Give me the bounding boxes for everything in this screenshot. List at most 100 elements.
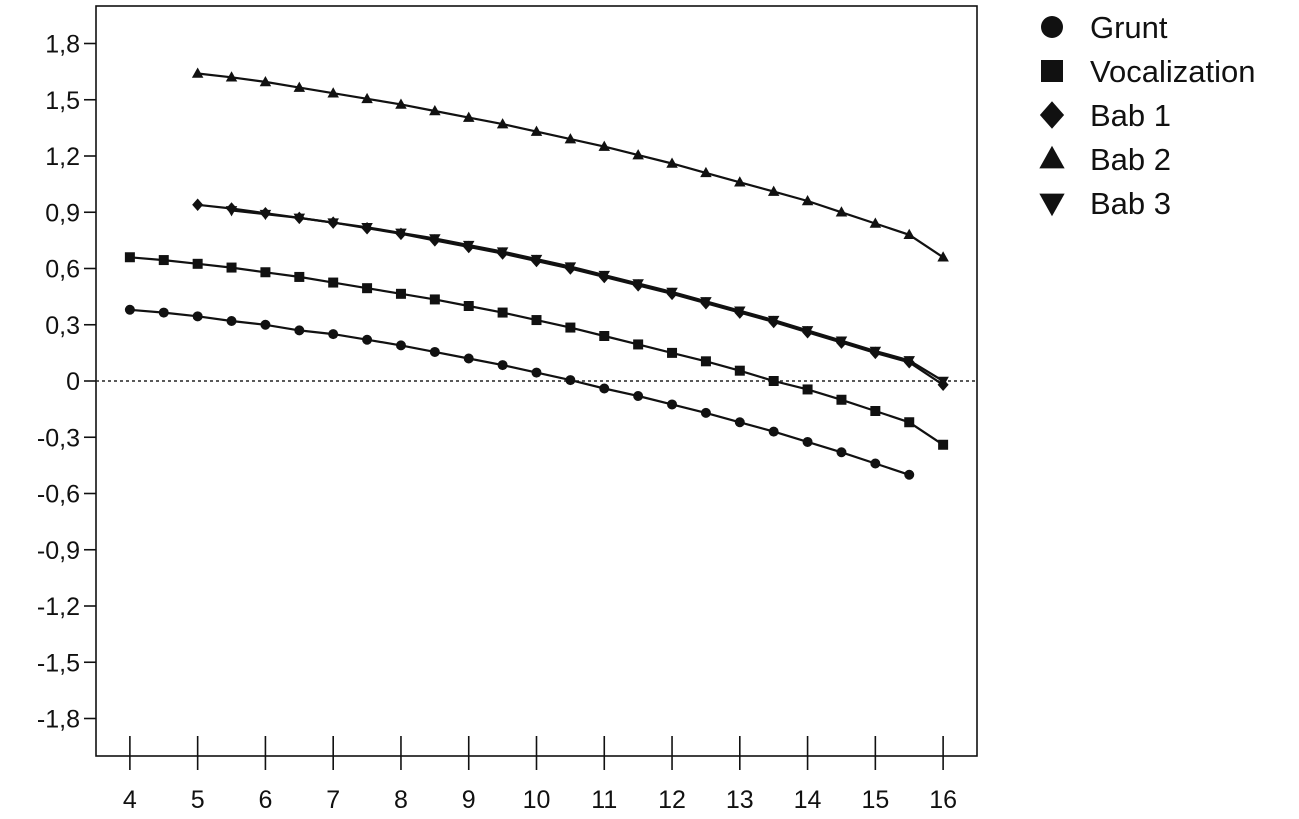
- data-point-vocalization: [395, 288, 406, 299]
- y-tick-label: 1,2: [45, 143, 80, 171]
- data-point-grunt: [768, 426, 779, 437]
- data-point-grunt: [294, 325, 305, 336]
- data-point-grunt: [870, 458, 881, 469]
- data-point-bab-3: [903, 356, 915, 367]
- data-point-bab-2: [835, 206, 848, 217]
- data-point-bab-2: [429, 105, 441, 116]
- data-point-bab-2: [564, 133, 577, 144]
- data-point-bab-2: [191, 67, 204, 78]
- data-point-grunt: [565, 375, 576, 386]
- data-point-bab-2: [700, 166, 712, 178]
- legend-label-bab-2: Bab 2: [1090, 142, 1171, 177]
- data-point-bab-2: [530, 125, 543, 136]
- data-point-vocalization: [565, 322, 576, 333]
- data-point-grunt: [158, 307, 169, 318]
- y-tick-label: 1,5: [45, 87, 80, 115]
- data-point-bab-2: [327, 87, 339, 98]
- data-point-bab-3: [801, 326, 814, 337]
- x-tick-label: 11: [591, 786, 617, 814]
- legend-marker-bab-3: [1039, 193, 1065, 217]
- data-point-bab-2: [903, 228, 915, 239]
- legend-label-bab-1: Bab 1: [1090, 98, 1171, 133]
- data-point-bab-3: [327, 218, 339, 229]
- data-point-bab-3: [259, 209, 272, 221]
- x-tick-label: 7: [326, 786, 340, 814]
- data-point-grunt: [599, 383, 610, 394]
- series-bab-1: [192, 198, 949, 391]
- data-point-bab-2: [462, 111, 475, 122]
- y-tick-label: 0,3: [45, 312, 80, 340]
- data-point-bab-2: [666, 157, 678, 168]
- data-point-bab-1: [192, 198, 204, 211]
- x-tick-label: 10: [523, 786, 551, 814]
- legend-item-grunt: Grunt: [1041, 10, 1168, 45]
- data-point-vocalization: [328, 277, 339, 288]
- data-point-bab-2: [395, 98, 407, 109]
- legend-label-grunt: Grunt: [1090, 10, 1168, 45]
- data-point-vocalization: [226, 262, 237, 273]
- data-point-bab-2: [259, 75, 272, 87]
- data-point-grunt: [734, 417, 745, 428]
- data-point-bab-2: [767, 185, 780, 196]
- legend: Grunt Vocalization Bab 1 Bab 2 Bab 3: [1039, 10, 1255, 221]
- y-tick-label: 0: [66, 368, 80, 396]
- y-tick-label: 0,9: [45, 199, 80, 227]
- x-tick-label: 16: [929, 786, 957, 814]
- x-tick-label: 13: [726, 786, 754, 814]
- data-point-grunt: [667, 399, 678, 410]
- data-point-grunt: [904, 469, 915, 480]
- y-tick-label: -1,8: [37, 706, 80, 734]
- x-tick-label: 15: [861, 786, 889, 814]
- data-point-bab-2: [734, 176, 746, 187]
- data-point-bab-3: [395, 228, 407, 239]
- data-point-grunt: [802, 436, 813, 447]
- data-point-vocalization: [429, 294, 440, 305]
- data-point-vocalization: [870, 406, 881, 416]
- legend-label-bab-3: Bab 3: [1090, 186, 1171, 221]
- data-point-bab-3: [429, 234, 441, 245]
- data-point-bab-2: [632, 149, 644, 160]
- data-point-grunt: [362, 334, 373, 345]
- data-point-vocalization: [938, 439, 949, 450]
- y-tick-label: -0,9: [37, 537, 80, 565]
- data-point-grunt: [192, 311, 203, 322]
- data-point-vocalization: [294, 271, 305, 282]
- data-point-vocalization: [463, 301, 474, 311]
- data-point-bab-3: [937, 376, 949, 387]
- series-line-bab-1: [197, 203, 944, 386]
- y-tick-label: -0,6: [37, 481, 80, 509]
- data-point-bab-2: [869, 217, 882, 228]
- data-point-grunt: [497, 360, 508, 371]
- data-point-vocalization: [497, 307, 508, 318]
- legend-marker-bab-2: [1039, 145, 1065, 169]
- data-point-bab-2: [496, 118, 509, 129]
- data-point-grunt: [463, 353, 474, 364]
- x-tick-label: 6: [258, 786, 272, 814]
- data-point-grunt: [124, 304, 135, 315]
- data-point-bab-3: [361, 223, 373, 234]
- data-point-bab-3: [293, 213, 306, 224]
- data-point-vocalization: [599, 331, 610, 341]
- legend-marker-grunt: [1041, 16, 1063, 38]
- x-tick-label: 14: [794, 786, 822, 814]
- data-point-vocalization: [362, 283, 373, 294]
- data-point-grunt: [260, 319, 271, 330]
- axes: 1,8 1,5 1,2 0,9 0,6 0,3 0 -0,3 -0,6 -0,9 -1,2 -1,5 -…: [37, 5, 978, 814]
- data-point-vocalization: [633, 339, 644, 350]
- legend-marker-vocalization: [1041, 60, 1063, 82]
- data-point-bab-3: [666, 287, 678, 298]
- x-tick-label: 12: [658, 786, 686, 814]
- legend-item-bab-3: Bab 3: [1039, 186, 1171, 221]
- data-point-bab-2: [293, 81, 306, 92]
- legend-item-vocalization: Vocalization: [1041, 54, 1255, 89]
- y-tick-label: 1,8: [45, 31, 80, 59]
- y-tick-label: -0,3: [37, 424, 80, 452]
- x-tick-label: 9: [462, 786, 476, 814]
- data-point-bab-3: [564, 262, 577, 273]
- legend-marker-bab-1: [1039, 101, 1065, 129]
- data-point-bab-3: [496, 247, 509, 258]
- data-point-bab-3: [700, 297, 712, 308]
- x-tick-label: 8: [394, 786, 408, 814]
- data-point-grunt: [226, 316, 237, 326]
